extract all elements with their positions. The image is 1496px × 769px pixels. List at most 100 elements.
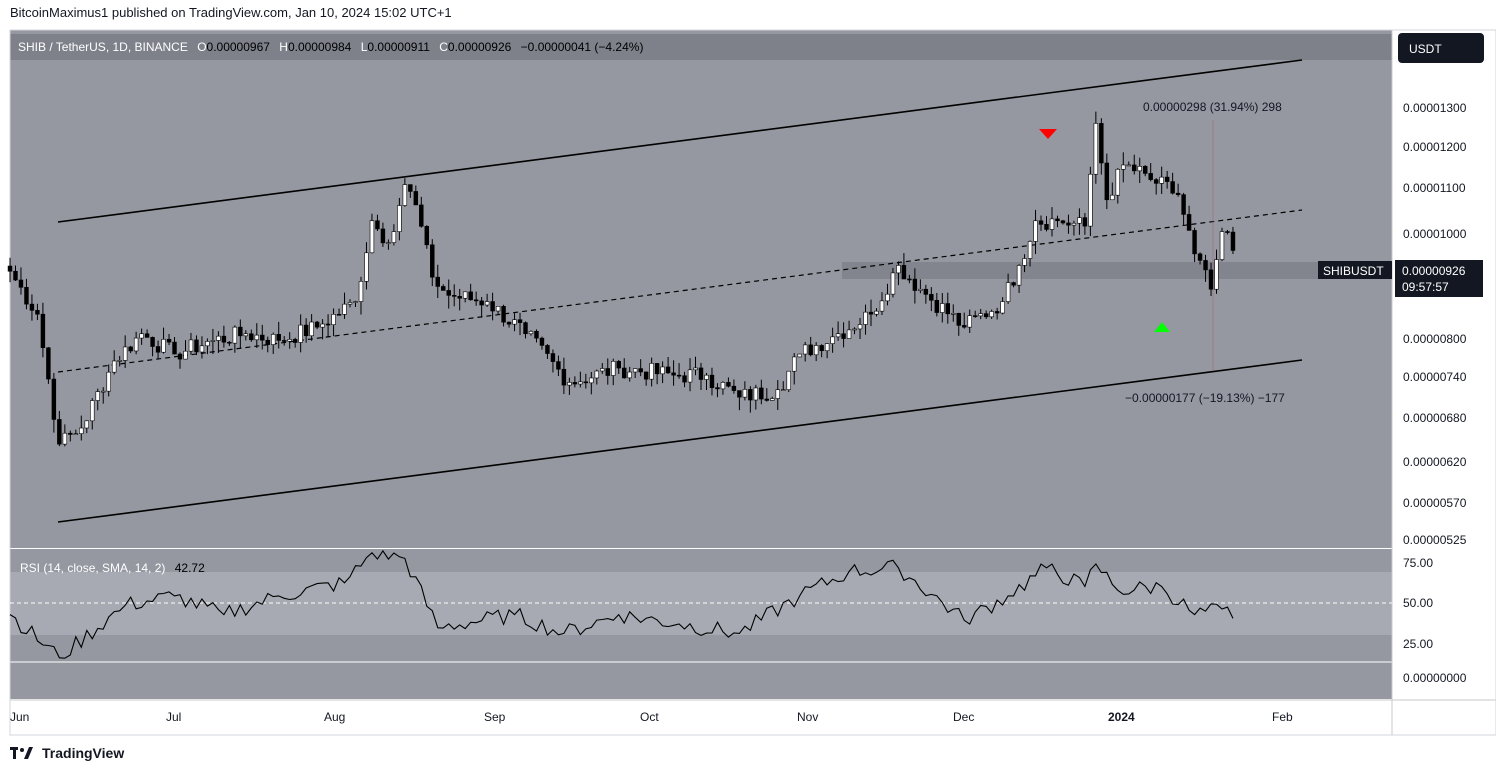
candle-body [698,367,704,380]
candle-body [424,226,430,246]
candle-body [605,368,610,376]
candle-body [144,333,150,338]
candle-body [495,306,501,312]
candle-body [802,344,808,355]
candle-body [632,368,638,373]
candle-body [391,231,397,243]
candle-body [517,319,523,323]
candle-body [117,360,122,362]
candles-group [7,111,1236,447]
candle-body [901,265,907,280]
candle-body [781,389,786,391]
candle-body [243,333,249,337]
candle-body [281,340,287,342]
candle-body [578,381,583,385]
candle-body [51,378,57,420]
candle-body [940,303,945,313]
candle-body [1170,181,1175,194]
candle-body [84,420,89,429]
candle-body [1077,217,1082,224]
candle-body [320,323,325,328]
candle-body [835,333,841,338]
candle-body [79,427,84,434]
candle-body [369,220,375,254]
candle-body [451,295,457,297]
candle-body [1027,241,1033,259]
currency-button[interactable]: USDT [1398,33,1484,63]
candle-body [166,338,172,343]
rsi-line [9,549,1234,659]
tradingview-footer[interactable]: TradingView [10,745,124,761]
candle-body [57,419,62,445]
candle-body [386,242,391,244]
candle-body [468,291,473,301]
candle-body [523,322,528,335]
legend-l-label: L [361,40,368,54]
candle-body [1000,301,1005,314]
candle-body [622,367,627,379]
candle-body [709,374,715,388]
support-zone [842,262,1392,279]
candle-body [183,350,188,360]
candle-body [786,370,791,390]
candle-body [989,311,994,318]
legend-band [10,34,1392,60]
candle-body [188,339,194,352]
candle-body [687,369,693,383]
candle-body [462,291,468,299]
candle-body [292,339,298,343]
legend-o-value: 0.00000967 [207,40,271,54]
candle-body [556,361,561,370]
price-tag: SHIBUSDT 0.00000926 09:57:57 [1318,260,1483,297]
y-tick-label: 0.00000570 [1403,496,1467,510]
candle-body [528,331,534,335]
bearish-marker [1039,129,1057,139]
candle-body [1225,231,1230,233]
channel-lower-line [57,359,1303,523]
candle-body [753,387,759,401]
candle-body [929,294,934,301]
candle-body [600,368,605,372]
x-tick-label: Nov [797,710,818,724]
candle-body [1005,282,1011,302]
candle-body [627,371,632,379]
candle-body [40,313,46,349]
candle-body [161,338,166,353]
candle-body [260,334,265,341]
candle-body [1208,269,1214,290]
candle-body [441,286,446,291]
candle-body [128,346,133,352]
candle-body [232,326,238,344]
candle-body [907,278,912,281]
y-tick-label: 0.00000740 [1403,370,1467,384]
candle-body [550,353,556,362]
candle-body [457,296,462,299]
candle-body [813,345,819,356]
candle-body [545,345,550,354]
candle-body [572,382,578,385]
candle-body [1137,166,1142,172]
candle-body [671,372,676,376]
candle-body [824,343,830,352]
candle-body [934,299,940,313]
legend-h-value: 0.00000984 [288,40,352,54]
y-tick-label: 0.00001000 [1403,227,1467,241]
candle-body [1038,220,1044,225]
candle-body [594,370,600,379]
candle-body [1192,230,1197,255]
y-axis[interactable]: 0.00001300 0.00001200 0.00001100 0.00001… [1403,101,1467,685]
legend-o-label: O [197,40,206,54]
publisher-line: BitcoinMaximus1 published on TradingView… [10,5,452,20]
candle-body [1088,173,1093,227]
upper-measure-label: 0.00000298 (31.94%) 298 [1143,100,1282,114]
candle-body [408,184,413,192]
candle-body [1016,265,1022,286]
candle-body [1186,214,1192,231]
candle-body [742,389,748,398]
x-axis[interactable]: Jun Jul Aug Sep Oct Nov Dec 2024 Feb [10,710,1293,724]
candle-body [649,363,654,380]
candle-body [567,382,572,386]
candle-body [923,288,929,295]
rsi-tick-label: 75.00 [1403,556,1433,570]
